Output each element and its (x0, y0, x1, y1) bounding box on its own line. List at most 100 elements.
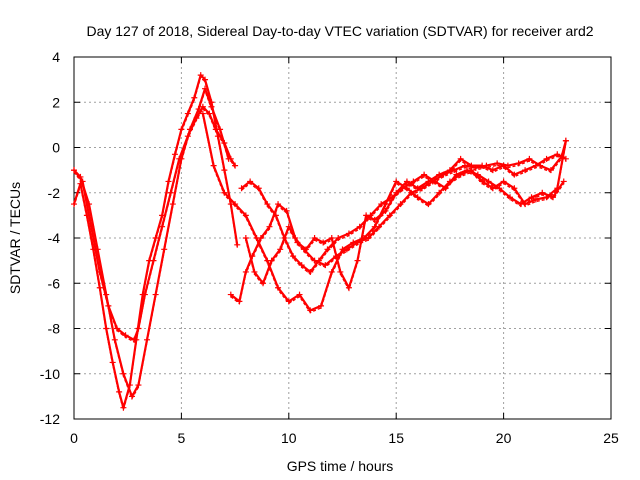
data-point (408, 189, 415, 196)
data-point (539, 189, 546, 196)
data-point (517, 201, 524, 208)
data-point (296, 291, 303, 298)
data-point (335, 235, 342, 241)
data-point (232, 201, 239, 208)
data-point (414, 194, 421, 201)
series-markers-track-e (230, 142, 567, 305)
data-point (522, 167, 529, 174)
data-point (489, 167, 496, 174)
data-point (528, 194, 535, 201)
data-point (184, 110, 191, 117)
data-point (141, 291, 148, 298)
data-point (264, 201, 271, 208)
data-point (382, 207, 389, 214)
data-point (178, 155, 185, 162)
data-point (386, 212, 393, 219)
x-tick-label: 10 (281, 430, 297, 446)
data-point (550, 194, 557, 201)
data-point (281, 235, 288, 241)
data-point (285, 298, 292, 305)
data-point (511, 171, 518, 178)
data-point (135, 382, 142, 389)
data-point (474, 171, 481, 178)
chart-title: Day 127 of 2018, Sidereal Day-to-day VTE… (86, 23, 593, 39)
y-tick-label: 0 (52, 140, 60, 156)
data-point (103, 291, 110, 298)
data-point (532, 162, 539, 169)
data-point (328, 235, 335, 241)
data-point (343, 246, 350, 253)
data-point (547, 167, 554, 174)
data-point (255, 185, 262, 192)
data-point (206, 110, 213, 117)
data-point (399, 185, 406, 192)
data-point (376, 223, 383, 230)
data-point (247, 178, 254, 185)
data-point (532, 196, 539, 203)
series-markers-track-c (73, 88, 230, 401)
data-point (302, 246, 309, 253)
y-tick-label: -12 (40, 411, 60, 427)
series-markers-track-g (241, 171, 565, 275)
data-point (562, 137, 569, 144)
data-point (251, 268, 258, 275)
data-point (135, 325, 142, 332)
data-point (169, 201, 176, 208)
data-point (111, 336, 118, 343)
data-point (485, 178, 492, 185)
data-point (425, 178, 432, 185)
data-point (397, 201, 404, 208)
data-point (403, 178, 410, 185)
data-point (393, 178, 400, 185)
data-point (234, 241, 241, 248)
series-line-track-c (73, 87, 230, 398)
data-point (161, 246, 168, 253)
data-point (322, 262, 329, 269)
data-point (159, 223, 166, 230)
data-point (494, 160, 501, 167)
data-point (511, 185, 518, 192)
data-point (260, 280, 267, 287)
data-point (431, 178, 438, 185)
data-point (195, 106, 202, 113)
x-tick-label: 5 (178, 430, 186, 446)
series-line-track-f (244, 153, 567, 289)
data-point (410, 178, 417, 185)
data-point (442, 185, 449, 192)
data-point (298, 262, 305, 269)
data-point (152, 235, 159, 241)
x-tick-label: 25 (603, 430, 619, 446)
data-point (414, 185, 421, 192)
data-point (144, 336, 151, 343)
series-markers-track-b (73, 107, 236, 343)
y-tick-label: -6 (48, 275, 61, 291)
data-point (71, 201, 77, 208)
y-axis-label: SDTVAR / TECUs (7, 182, 23, 294)
data-point (257, 235, 264, 241)
data-point (446, 167, 453, 174)
data-point (242, 268, 249, 275)
data-point (131, 336, 138, 343)
data-point (128, 393, 135, 400)
data-point (388, 194, 395, 201)
data-point (210, 162, 217, 169)
data-point (436, 189, 443, 196)
data-point (242, 235, 249, 241)
y-tick-label: -10 (40, 366, 60, 382)
data-point (307, 268, 314, 275)
data-point (221, 167, 228, 174)
data-point (96, 284, 103, 291)
data-point (116, 388, 123, 395)
data-point (120, 404, 127, 411)
y-tick-label: 2 (52, 94, 60, 110)
data-point (436, 171, 443, 178)
x-tick-label: 0 (70, 430, 78, 446)
data-point (345, 230, 352, 237)
data-point (266, 223, 273, 230)
data-point (365, 235, 372, 241)
data-point (324, 246, 331, 253)
data-point (318, 302, 325, 309)
data-point (543, 155, 550, 162)
data-point (367, 212, 374, 219)
